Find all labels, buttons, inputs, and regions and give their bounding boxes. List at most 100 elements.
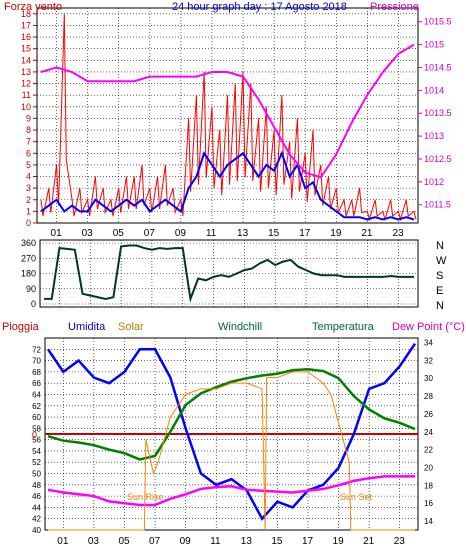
- rain-zero-label: 0: [32, 430, 37, 440]
- series-umidita: [46, 342, 417, 521]
- bot-ytick-42: 42: [32, 515, 41, 524]
- bot-xtick-01: 01: [57, 536, 69, 547]
- series-temperatura: [47, 368, 416, 461]
- bot-ytick-46: 46: [32, 492, 41, 501]
- bot-xtick-15: 15: [271, 536, 283, 547]
- top-rtick-1012: 1012: [424, 177, 444, 187]
- bot-rtick-30: 30: [424, 374, 433, 383]
- top-ytick-7: 7: [26, 137, 31, 147]
- mid-ytick-0: 0: [31, 299, 36, 309]
- bot-xtick-17: 17: [302, 536, 314, 547]
- compass-label-3: E: [436, 285, 443, 297]
- top-ytick-3: 3: [26, 183, 31, 193]
- bot-ytick-54: 54: [32, 447, 41, 456]
- legend-1: Umidita: [68, 321, 106, 333]
- top-ytick-10: 10: [21, 102, 31, 112]
- top-ytick-9: 9: [26, 113, 31, 123]
- series-forza-vento: [40, 13, 417, 222]
- bot-rtick-14: 14: [424, 517, 433, 526]
- series-raffica: [40, 150, 415, 221]
- bot-ytick-56: 56: [32, 436, 41, 445]
- compass-label-1: W: [436, 255, 447, 267]
- bot-rtick-26: 26: [424, 410, 433, 419]
- top-xtick-15: 15: [268, 228, 280, 239]
- top-ytick-5: 5: [26, 160, 31, 170]
- top-ytick-11: 11: [22, 90, 31, 100]
- top-rtick-1013.5: 1013.5: [424, 108, 452, 118]
- bot-xtick-09: 09: [180, 536, 192, 547]
- left-axis-title: Forza vento: [4, 1, 62, 13]
- series-wind-direction: [44, 244, 414, 303]
- temp-humidity-panel: 01 03 05 07 09 11 13 15 17 19 21 23 40 42 44 46 48 50 52 54…: [2, 321, 465, 547]
- legend-3: Windchill: [218, 321, 262, 333]
- top-xtick-05: 05: [113, 228, 125, 239]
- mid-ytick-360: 360: [21, 238, 36, 248]
- top-chart-frame: [36, 7, 419, 224]
- compass-label-4: N: [436, 300, 444, 312]
- bot-ytick-72: 72: [32, 345, 41, 354]
- mid-ytick-180: 180: [21, 269, 36, 279]
- top-xtick-21: 21: [361, 228, 373, 239]
- top-rtick-1014.5: 1014.5: [424, 62, 452, 72]
- top-rtick-1011.5: 1011.5: [424, 200, 451, 210]
- top-xtick-13: 13: [237, 228, 249, 239]
- bot-ytick-50: 50: [32, 470, 41, 479]
- legend-4: Temperatura: [312, 321, 375, 333]
- top-ytick-12: 12: [21, 79, 31, 89]
- legend-2: Solar: [118, 321, 144, 333]
- top-xtick-01: 01: [51, 228, 63, 239]
- bot-rtick-28: 28: [424, 392, 433, 401]
- bot-xtick-13: 13: [241, 536, 253, 547]
- bot-ytick-44: 44: [32, 503, 41, 512]
- top-xtick-07: 07: [144, 228, 156, 239]
- legend-0: Pioggia: [2, 321, 40, 333]
- bot-xtick-19: 19: [333, 536, 345, 547]
- bot-rtick-18: 18: [424, 481, 433, 490]
- mid-ytick-270: 270: [21, 253, 36, 263]
- top-rtick-1015: 1015: [424, 40, 444, 50]
- bot-rtick-22: 22: [424, 446, 433, 455]
- bot-rtick-34: 34: [424, 338, 433, 347]
- bot-rtick-16: 16: [424, 499, 433, 508]
- bot-xtick-11: 11: [210, 536, 221, 547]
- bot-ytick-52: 52: [32, 458, 41, 467]
- bot-rtick-24: 24: [424, 428, 433, 437]
- bot-xtick-05: 05: [118, 536, 130, 547]
- top-ytick-16: 16: [21, 32, 31, 42]
- top-ytick-8: 8: [26, 125, 31, 135]
- series-pressione: [40, 43, 415, 179]
- top-ytick-4: 4: [26, 172, 31, 182]
- sun-rise-label: Sun Rise: [127, 492, 164, 502]
- bot-rtick-32: 32: [424, 356, 433, 365]
- top-rtick-1013: 1013: [424, 131, 444, 141]
- series-solar: [48, 371, 415, 531]
- bot-xtick-07: 07: [149, 536, 161, 547]
- bot-xtick-23: 23: [394, 536, 406, 547]
- top-rtick-1015.5: 1015.5: [424, 17, 452, 27]
- series-dew-point-c-: [47, 475, 415, 507]
- bot-xtick-03: 03: [88, 536, 100, 547]
- top-rtick-1012.5: 1012.5: [424, 154, 452, 164]
- top-ytick-0: 0: [26, 218, 31, 228]
- compass-label-0: N: [436, 240, 444, 252]
- bot-ytick-68: 68: [32, 368, 41, 377]
- bot-ytick-58: 58: [32, 424, 41, 433]
- bot-ytick-70: 70: [32, 357, 41, 366]
- top-xtick-03: 03: [82, 228, 94, 239]
- bot-ytick-48: 48: [32, 481, 41, 490]
- wind-pressure-panel: 01 03 05 07 09 11 13 15 17 19 21 230123456789101112…: [4, 1, 452, 239]
- top-ytick-14: 14: [21, 55, 31, 65]
- top-ytick-13: 13: [21, 67, 31, 77]
- sun-set-label: Sun Set: [340, 492, 373, 502]
- top-ytick-2: 2: [26, 195, 31, 205]
- chart-title: 24 hour graph day : 17 Agosto 2018: [172, 1, 347, 13]
- bot-ytick-60: 60: [32, 413, 41, 422]
- compass-label-2: S: [436, 270, 443, 282]
- bot-ytick-62: 62: [32, 402, 41, 411]
- bot-ytick-40: 40: [32, 526, 41, 535]
- right-axis-title: Pressione: [370, 1, 419, 13]
- top-rtick-1014: 1014: [424, 85, 444, 95]
